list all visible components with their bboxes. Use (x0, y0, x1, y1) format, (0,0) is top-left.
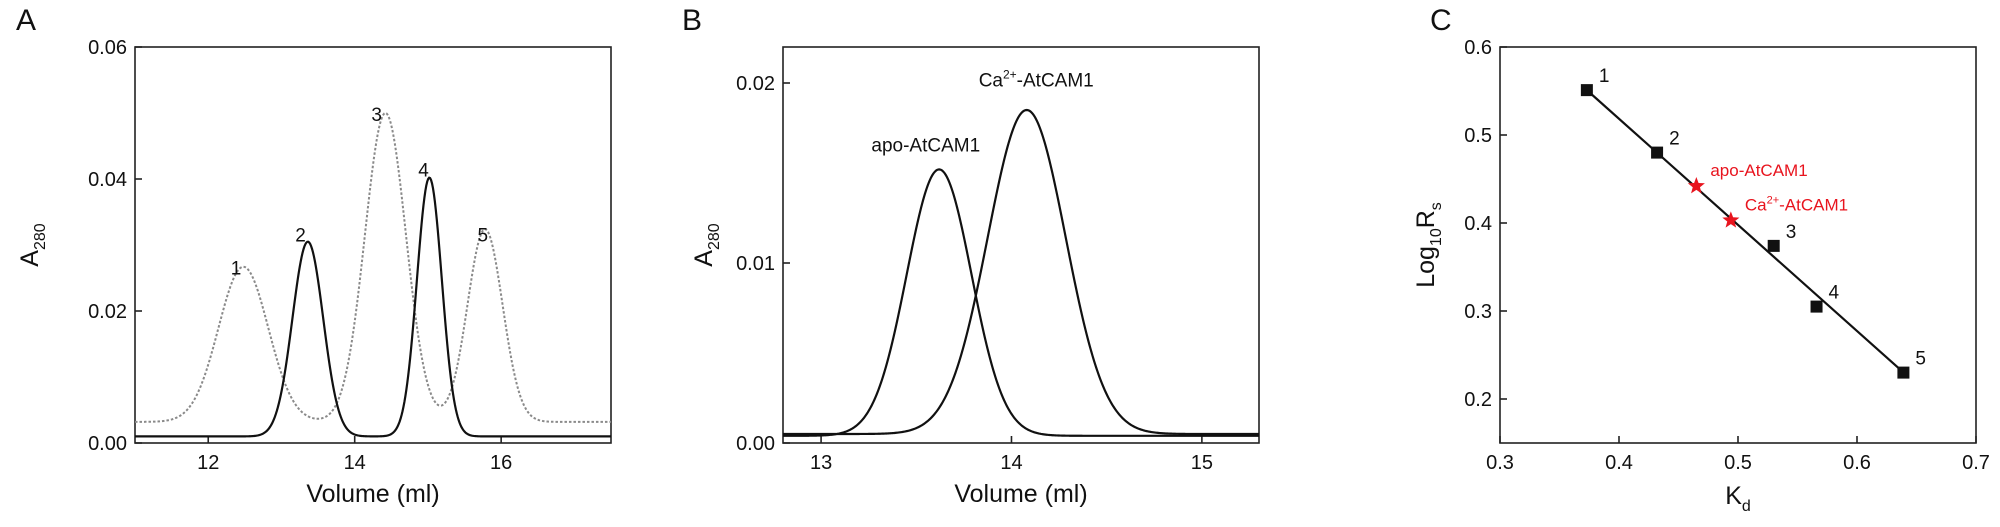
panel-b-y-axis-label: A280 (690, 223, 723, 266)
panel-b-y-tick-label: 0.02 (736, 73, 775, 95)
panel-b-curves (783, 108, 1259, 437)
panel-b-y-tick-label: 0.01 (736, 253, 775, 275)
panel-a-x-tick-label: 12 (197, 452, 219, 474)
panel-c-standard-marker (1897, 366, 1910, 379)
panel-c-standard-marker (1651, 146, 1664, 159)
panel-a-y-tick-label: 0.06 (88, 37, 127, 59)
panel-c-standard-marker (1767, 239, 1780, 252)
panel-b-letter: B (682, 4, 702, 37)
panel-a-peak-label: 4 (418, 160, 429, 181)
panel-b-ca-curve (783, 108, 1259, 436)
panel-c-y-axis-label: Log10Rs (1412, 202, 1445, 288)
panel-a-y-label-main: A (16, 250, 44, 267)
panel-a-peak-labels: 1 2 3 4 5 (231, 105, 488, 280)
panel-a-y-tick-label: 0.04 (88, 169, 127, 191)
panel-b-x-tick-label: 14 (1000, 452, 1022, 474)
panel-b-y-label-sub: 280 (706, 223, 723, 250)
panel-c-y-tick-label: 0.5 (1464, 125, 1492, 147)
panel-c-y-label-sub: 10 (1428, 228, 1445, 246)
panel-b-ca-label: Ca2+-AtCAM1 (979, 68, 1094, 92)
panel-c-x-label-sub: d (1742, 498, 1751, 515)
panel-b-apo-curve (783, 168, 1259, 437)
panel-a-y-tick-label: 0.02 (88, 301, 127, 323)
panel-a-letter: A (16, 4, 36, 37)
panel-c-x-axis-label: Kd (1725, 482, 1751, 515)
panel-c-x-tick-label: 0.4 (1605, 452, 1633, 474)
panel-c-sample-star-marker (1687, 177, 1705, 194)
panel-c-standard-label: 2 (1669, 129, 1680, 150)
panel-c-fit-line (1586, 89, 1906, 375)
panel-c-apo-label: apo-AtCAM1 (1710, 161, 1807, 180)
panel-c-y-tick-label: 0.2 (1464, 389, 1492, 411)
panel-c-ticks: 0.3 0.4 0.5 0.6 0.7 0.2 0.3 0.4 0.5 0.6 (1464, 37, 1990, 474)
panel-c-y-label-rest: R (1412, 210, 1440, 228)
panel-b-x-tick-label: 15 (1191, 452, 1213, 474)
panel-a-peak-label: 2 (295, 226, 306, 247)
panel-b-y-label-main: A (690, 250, 718, 267)
panel-c-points: 1 2 3 4 5 apo-AtCAM1 Ca2+-AtCAM1 (1580, 66, 1926, 379)
panel-b-x-tick-label: 13 (810, 452, 832, 474)
panel-c-y-tick-label: 0.3 (1464, 301, 1492, 323)
panel-c-y-tick-label: 0.6 (1464, 37, 1492, 59)
panel-a-series-solid-line (135, 176, 611, 438)
panel-c-x-tick-label: 0.5 (1724, 452, 1752, 474)
panel-c-standard-marker (1810, 300, 1823, 313)
panel-a-peak-label: 5 (478, 226, 489, 247)
panel-b-apo-label: apo-AtCAM1 (871, 135, 980, 156)
panel-a-x-tick-label: 16 (490, 452, 512, 474)
panel-a-series-dotted-line (135, 111, 611, 423)
panel-a-peak-label: 3 (371, 105, 382, 126)
panel-b: B 13 14 15 0.00 0.01 0.02 apo-AtCAM1 Ca2+-AtCA… (682, 4, 1260, 508)
panel-a-y-axis-label: A280 (16, 223, 49, 266)
panel-c-sample-star-marker (1722, 211, 1740, 228)
panel-c-x-label-main: K (1725, 482, 1742, 510)
panel-a-y-tick-label: 0.00 (88, 433, 127, 455)
panel-c-y-tick-label: 0.4 (1464, 213, 1492, 235)
panel-c-x-tick-label: 0.6 (1843, 452, 1871, 474)
panel-c-y-label-main: Log (1412, 246, 1440, 288)
panel-c-standard-label: 3 (1786, 222, 1797, 243)
panel-b-plot-frame (782, 46, 1260, 444)
panel-a-curves (135, 111, 611, 438)
panel-c: C 0.3 0.4 0.5 0.6 0.7 0.2 0.3 0.4 0.5 0.6 1 2 3 4 5 ap… (1412, 4, 1990, 515)
panel-c-ca-label: Ca2+-AtCAM1 (1745, 194, 1848, 214)
panel-c-standard-label: 1 (1599, 66, 1610, 87)
panel-c-x-tick-label: 0.3 (1486, 452, 1514, 474)
panel-a-x-tick-label: 14 (344, 452, 366, 474)
panel-a-plot-frame (134, 46, 612, 444)
panel-a-peak-label: 1 (231, 259, 242, 280)
panel-b-annotations: apo-AtCAM1 Ca2+-AtCAM1 (871, 68, 1093, 157)
panel-c-x-tick-label: 0.7 (1962, 452, 1990, 474)
panel-c-fit (1586, 89, 1906, 375)
panel-a-ticks: 12 14 160.000.020.040.06 (88, 37, 512, 474)
panel-b-x-axis-label: Volume (ml) (954, 480, 1087, 508)
panel-c-plot-frame (1499, 46, 1977, 444)
panel-b-ticks: 13 14 15 0.00 0.01 0.02 (736, 73, 1213, 474)
panel-c-y-label-rest-sub: s (1428, 202, 1445, 210)
panel-a-x-axis-label: Volume (ml) (306, 480, 439, 508)
panel-c-standard-marker (1580, 84, 1593, 97)
panel-c-standard-label: 4 (1829, 283, 1840, 304)
panel-b-y-tick-label: 0.00 (736, 433, 775, 455)
panel-c-letter: C (1430, 4, 1452, 37)
panel-c-standard-label: 5 (1915, 349, 1926, 370)
panel-a-y-label-sub: 280 (32, 223, 49, 250)
